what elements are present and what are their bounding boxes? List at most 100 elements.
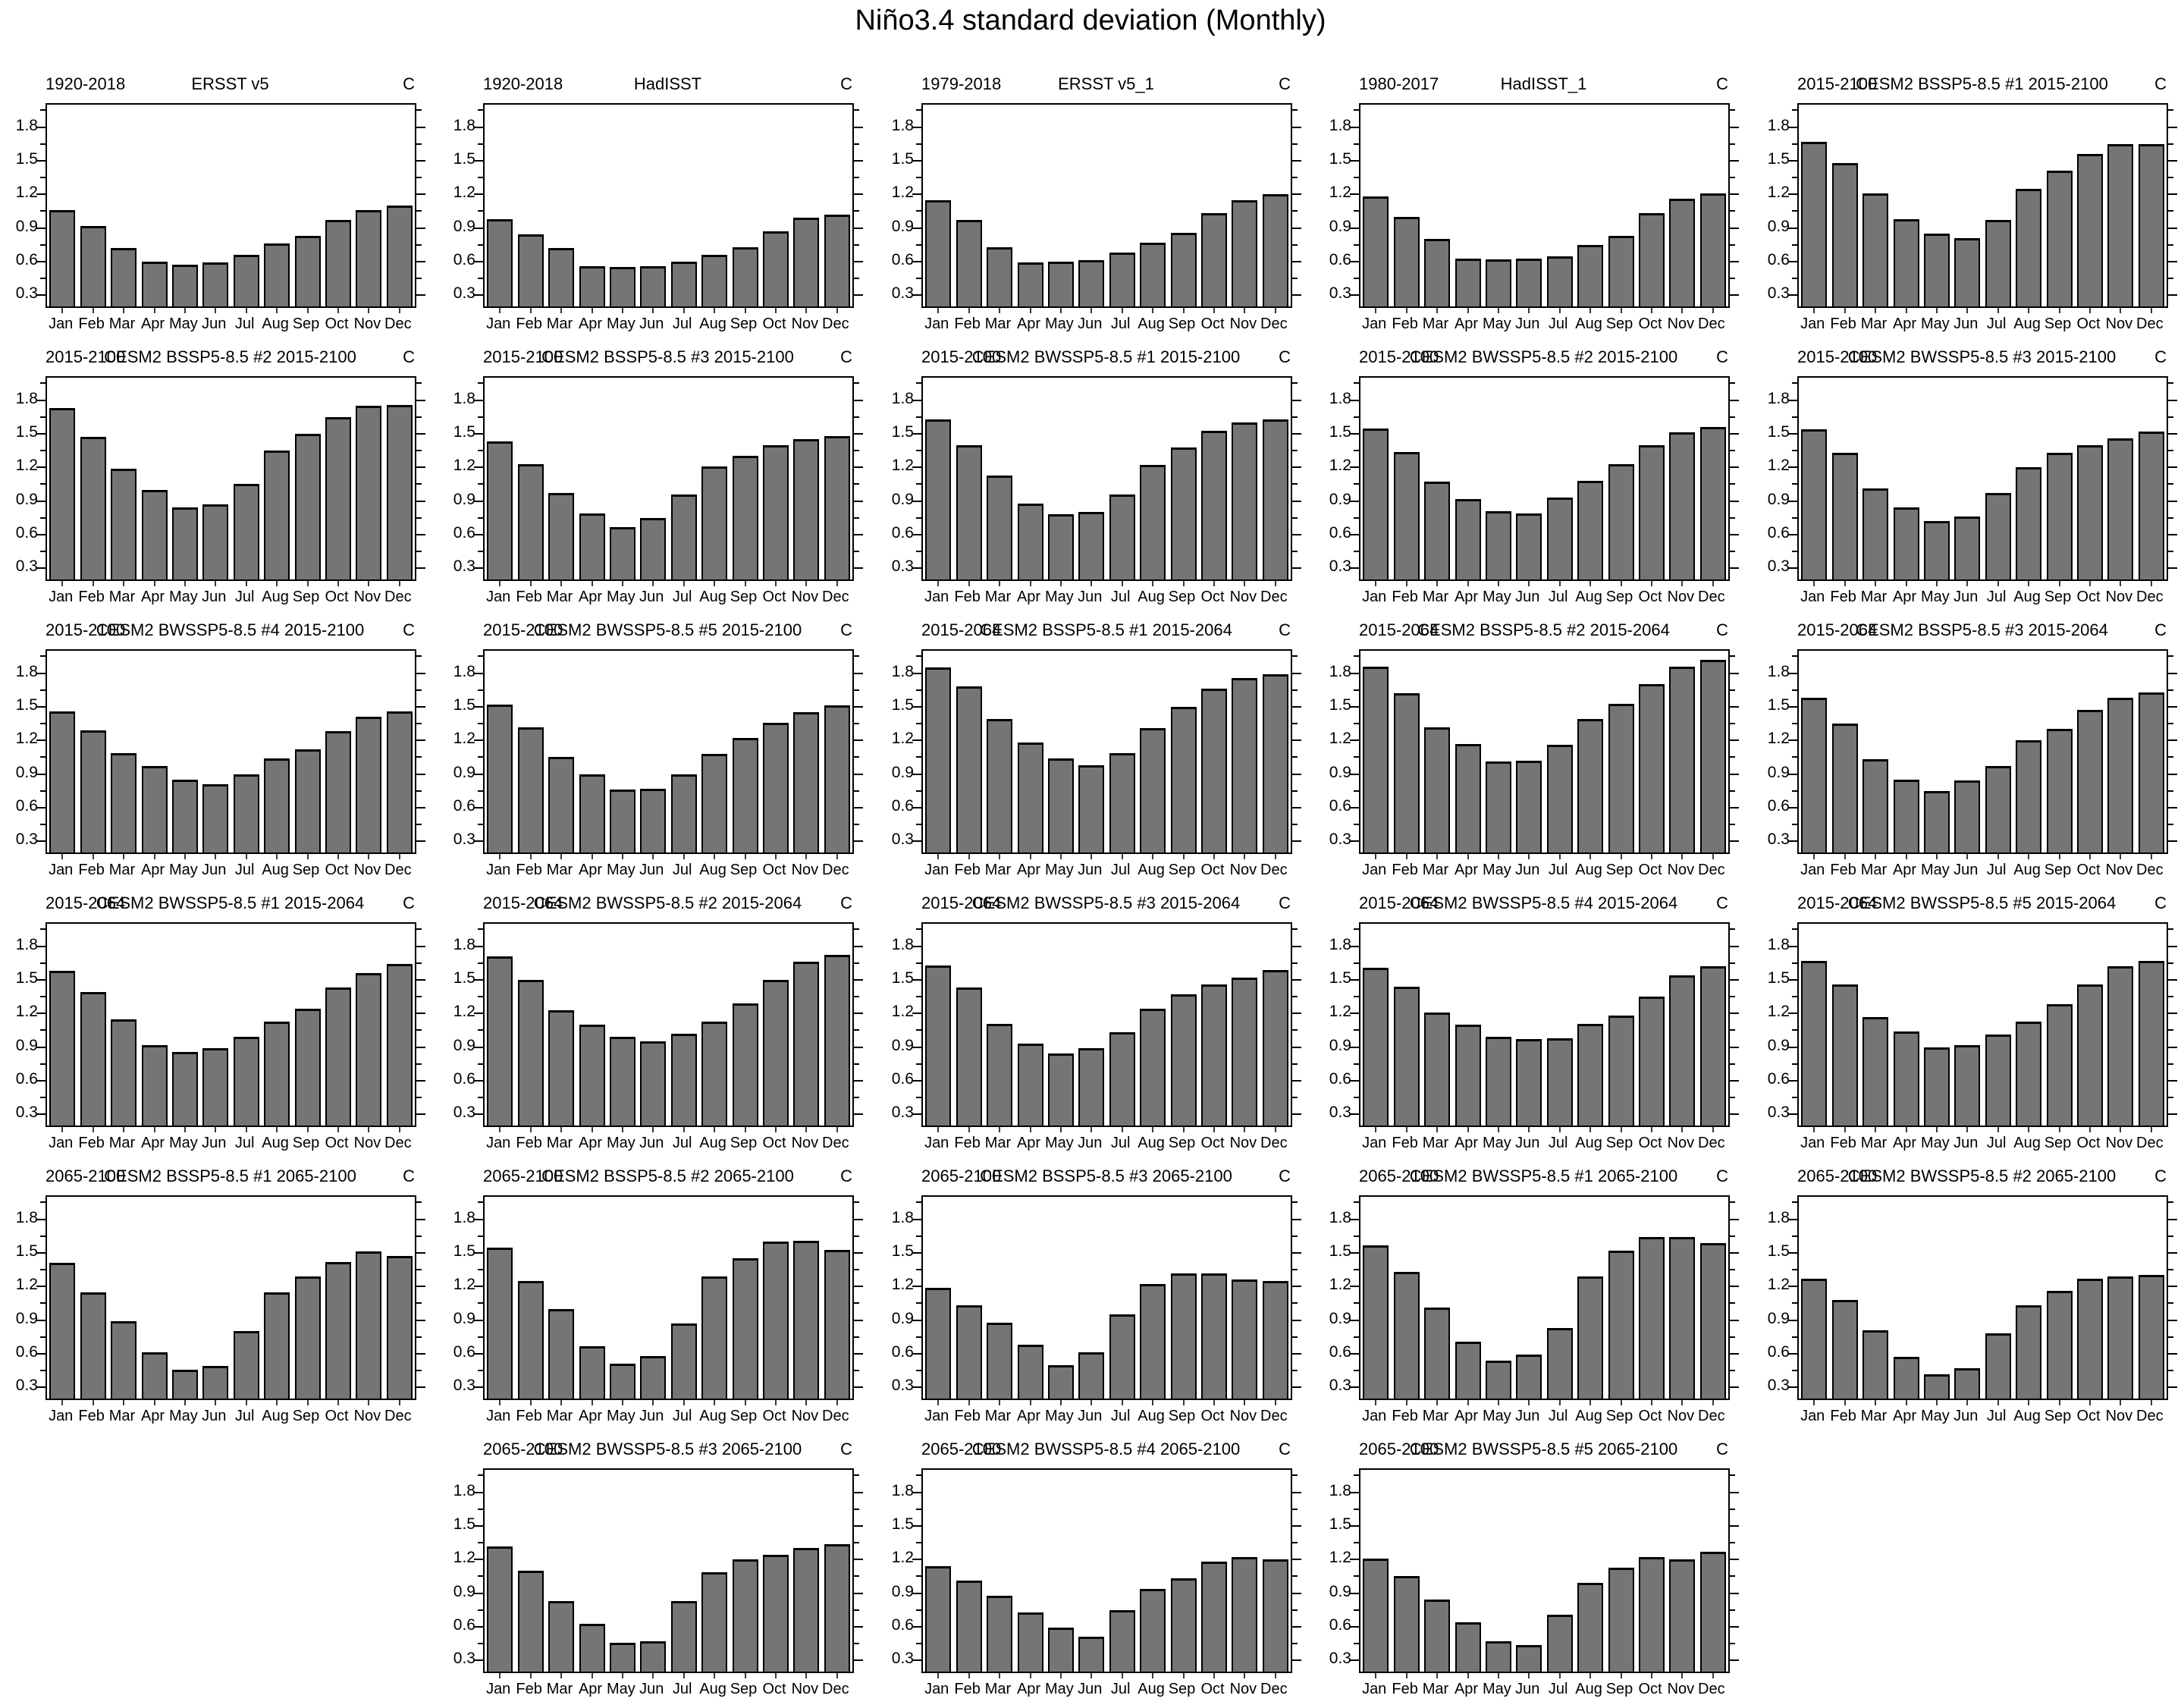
x-tick	[184, 854, 186, 859]
x-tick-label: Apr	[1454, 1408, 1479, 1424]
x-tick	[1274, 854, 1276, 859]
chart-period-label: 2015-2064	[46, 893, 126, 912]
x-tick	[836, 581, 838, 586]
y-major-tick-left	[36, 1079, 46, 1082]
y-minor-tick-right	[2168, 516, 2173, 519]
x-tick	[529, 1400, 532, 1405]
x-tick	[499, 308, 501, 313]
y-minor-tick-left	[916, 1370, 921, 1372]
y-major-tick-left	[912, 672, 921, 674]
x-tick-label: Feb	[1830, 1408, 1856, 1424]
y-major-tick-left	[1350, 193, 1359, 196]
x-tick	[1589, 1127, 1592, 1132]
y-minor-tick-right	[416, 382, 422, 385]
chart-cesm2-bssp5-8-5-2-2015-2100: 2015-2100 CESM2 BSSP5-8.5 #2 2015-2100 C 0.…	[0, 343, 438, 616]
bar-apr	[1455, 1025, 1481, 1126]
x-tick-label: Jul	[1110, 1135, 1131, 1151]
x-tick-label: Apr	[1016, 1408, 1041, 1424]
y-minor-tick-left	[916, 243, 921, 246]
y-tick-label: 0.6	[891, 1342, 914, 1361]
y-tick-label: 1.2	[1767, 730, 1790, 748]
y-minor-tick-right	[1730, 1063, 1735, 1065]
y-major-tick-right	[1292, 1352, 1301, 1355]
x-tick-label: Jan	[49, 589, 74, 605]
chart-unit-label: C	[840, 347, 852, 366]
x-tick	[1497, 1400, 1499, 1405]
bar-apr	[1893, 218, 1919, 306]
y-tick-label: 1.2	[453, 1549, 475, 1567]
x-tick-label: Jun	[1078, 1408, 1103, 1424]
y-major-tick-right	[1292, 260, 1301, 262]
y-tick-label: 1.2	[1767, 184, 1790, 202]
x-tick	[1905, 308, 1907, 313]
chart-period-label: 2015-2064	[1359, 893, 1439, 912]
y-major-tick-left	[912, 1625, 921, 1628]
x-tick	[1875, 854, 1876, 859]
y-major-tick-right	[1292, 672, 1301, 674]
y-minor-tick-left	[40, 210, 46, 212]
x-tick	[1589, 581, 1592, 586]
x-tick	[1875, 1400, 1876, 1405]
x-tick	[2089, 581, 2091, 586]
y-major-tick-right	[854, 159, 863, 162]
bar-dec	[386, 711, 413, 852]
y-minor-tick-right	[1730, 1575, 1735, 1578]
y-major-tick-left	[36, 705, 46, 708]
y-minor-tick-left	[1354, 177, 1359, 179]
bar-jul	[670, 1033, 697, 1126]
y-tick-label: 1.5	[891, 422, 914, 441]
x-tick	[1121, 854, 1123, 859]
plot-area	[1350, 376, 1739, 586]
x-tick	[1029, 581, 1031, 586]
y-minor-tick-right	[416, 824, 422, 826]
y-minor-tick-left	[1354, 1609, 1359, 1611]
x-tick-label: Dec	[384, 862, 412, 878]
x-tick-label: Oct	[325, 316, 349, 332]
x-tick	[1121, 1127, 1123, 1132]
x-tick-label: Jun	[1515, 862, 1540, 878]
x-tick	[744, 1127, 746, 1132]
y-tick-label: 1.5	[453, 422, 475, 441]
bar-jul	[1109, 253, 1135, 306]
x-tick-label: Dec	[1260, 316, 1288, 332]
y-minor-tick-right	[1292, 243, 1298, 246]
y-tick-label: 1.8	[1329, 935, 1351, 953]
x-tick	[61, 1127, 64, 1132]
y-major-tick-right	[854, 126, 863, 128]
y-major-tick-right	[2168, 500, 2177, 502]
chart-period-label: 1979-2018	[921, 74, 1002, 93]
bar-jul	[233, 774, 259, 852]
x-tick-label: Oct	[762, 589, 786, 605]
bar-jan	[487, 704, 513, 852]
y-minor-tick-right	[416, 756, 422, 758]
y-minor-tick-right	[854, 278, 859, 280]
y-minor-tick-left	[1354, 143, 1359, 145]
y-minor-tick-left	[40, 689, 46, 691]
y-minor-tick-right	[1292, 1097, 1298, 1099]
bar-jul	[1546, 745, 1573, 852]
y-minor-tick-right	[416, 551, 422, 553]
x-tick	[1152, 1127, 1154, 1132]
x-tick	[1528, 854, 1530, 859]
y-major-tick-right	[416, 432, 425, 435]
y-minor-tick-right	[416, 689, 422, 691]
bar-aug	[264, 758, 290, 852]
y-tick-label: 1.8	[15, 662, 38, 680]
bar-jun	[1516, 513, 1542, 579]
x-tick-label: Aug	[262, 1135, 289, 1151]
y-major-tick-right	[1730, 294, 1739, 297]
y-minor-tick-right	[1292, 790, 1298, 792]
chart-unit-label: C	[2154, 74, 2167, 93]
plot-area	[1350, 1468, 1739, 1678]
y-major-tick-left	[1788, 294, 1797, 297]
y-minor-tick-right	[416, 143, 422, 145]
y-tick-label: 0.3	[453, 830, 475, 849]
bar-mar	[548, 248, 574, 306]
chart-ersst-v5-1: 1979-2018 ERSST v5_1 C 0.3 0.6 0.9 1.2 1.5 1.8 Ja…	[876, 70, 1314, 343]
y-major-tick-left	[474, 159, 483, 162]
y-minor-tick-left	[1792, 177, 1797, 179]
bar-jun	[202, 1048, 229, 1126]
chart-unit-label: C	[840, 1166, 852, 1185]
y-tick-label: 1.8	[453, 1208, 475, 1226]
y-minor-tick-right	[854, 996, 859, 998]
